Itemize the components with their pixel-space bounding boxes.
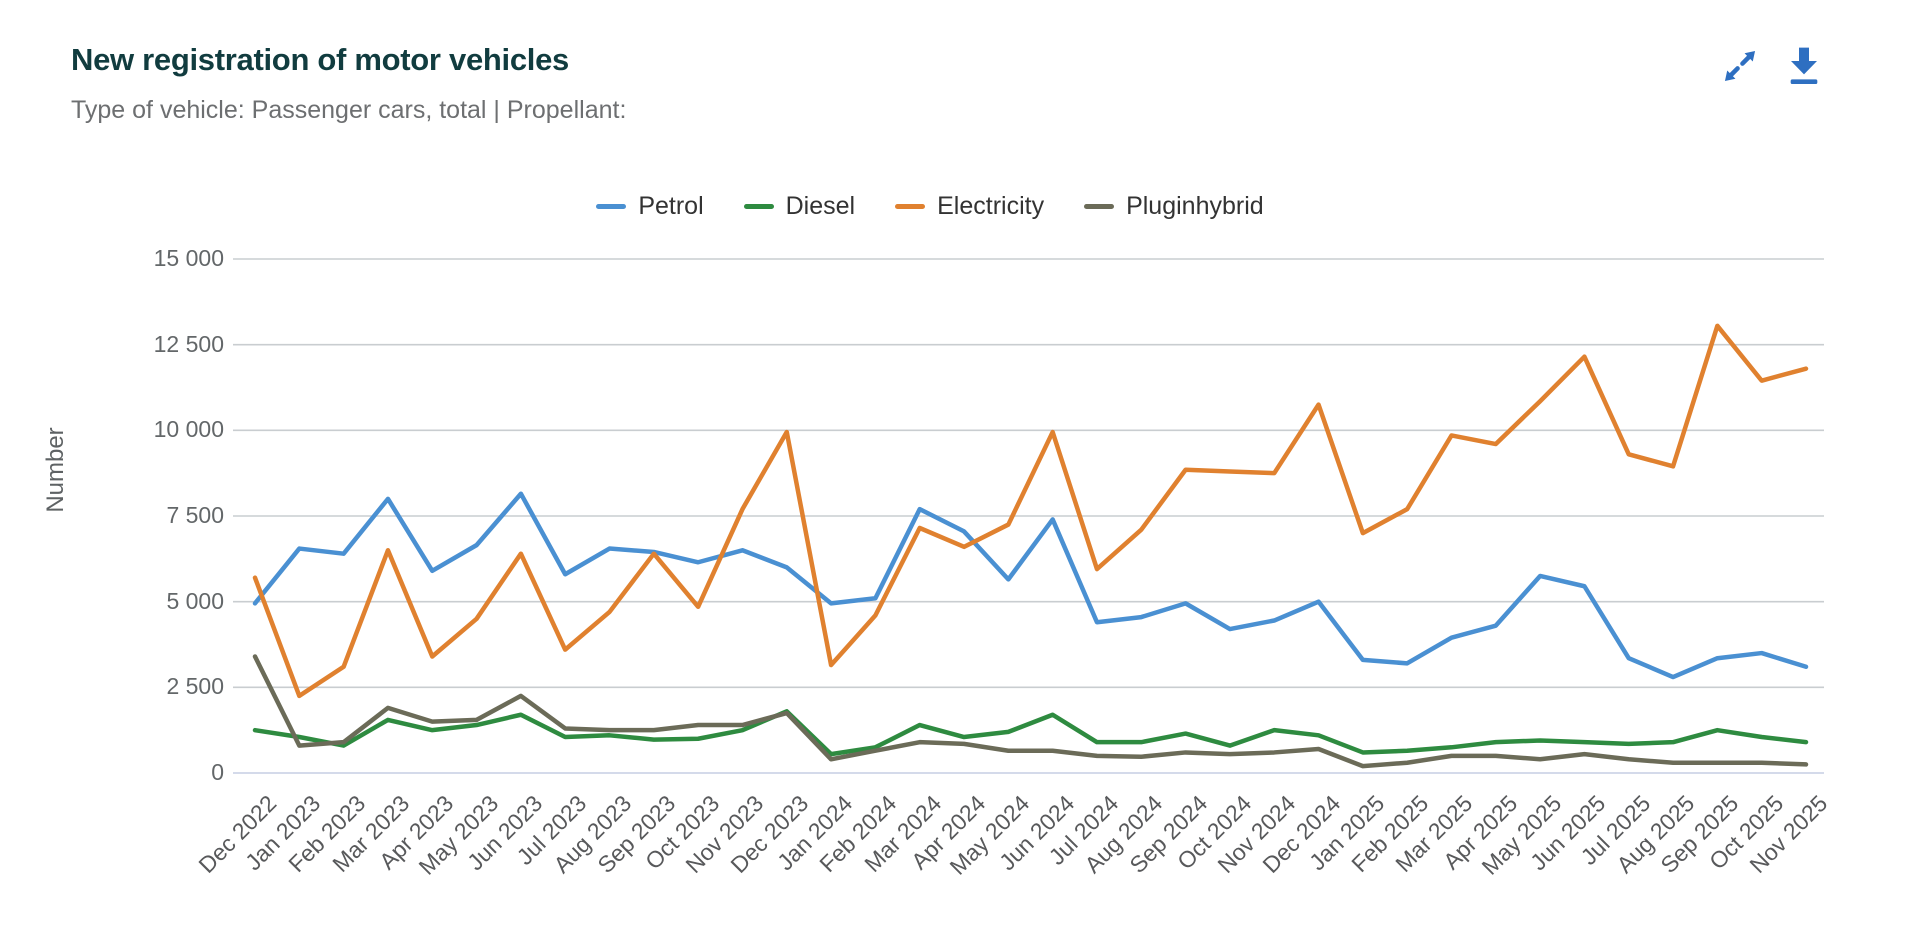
legend-swatch-petrol — [596, 204, 627, 209]
expand-icon — [1719, 45, 1761, 90]
legend-label-diesel: Diesel — [785, 192, 856, 220]
legend-item-pluginhybrid[interactable]: Pluginhybrid — [1084, 192, 1264, 221]
legend-item-diesel[interactable]: Diesel — [743, 192, 856, 221]
series-line-diesel — [252, 709, 1809, 757]
chart-toolbar — [1718, 42, 1826, 92]
legend: Petrol Diesel Electricity Pluginhybrid — [0, 192, 1860, 221]
series-line-pluginhybrid — [252, 654, 1809, 769]
legend-swatch-pluginhybrid — [1084, 204, 1115, 209]
download-icon — [1784, 43, 1824, 92]
chart-subtitle: Type of vehicle: Passenger cars, total |… — [71, 96, 627, 124]
legend-item-petrol[interactable]: Petrol — [596, 192, 704, 221]
page-title: New registration of motor vehicles — [71, 42, 569, 77]
y-axis-label: 12 500 — [153, 330, 224, 357]
legend-label-petrol: Petrol — [638, 192, 704, 220]
series-line-electricity — [252, 323, 1809, 699]
y-axis-label: 0 — [211, 759, 224, 785]
legend-label-pluginhybrid: Pluginhybrid — [1126, 192, 1264, 220]
download-button[interactable] — [1782, 42, 1826, 92]
y-axis-label: 15 000 — [153, 245, 224, 271]
legend-swatch-diesel — [743, 204, 774, 209]
legend-swatch-electricity — [895, 204, 926, 209]
legend-item-electricity[interactable]: Electricity — [895, 192, 1044, 221]
y-axis-label: 5 000 — [166, 587, 224, 614]
y-axis-label: 10 000 — [153, 416, 224, 443]
legend-label-electricity: Electricity — [937, 192, 1045, 220]
series-line-petrol — [252, 491, 1809, 680]
y-axis-label: 7 500 — [166, 502, 224, 528]
expand-button[interactable] — [1718, 42, 1762, 92]
y-axis-label: 2 500 — [166, 673, 224, 700]
